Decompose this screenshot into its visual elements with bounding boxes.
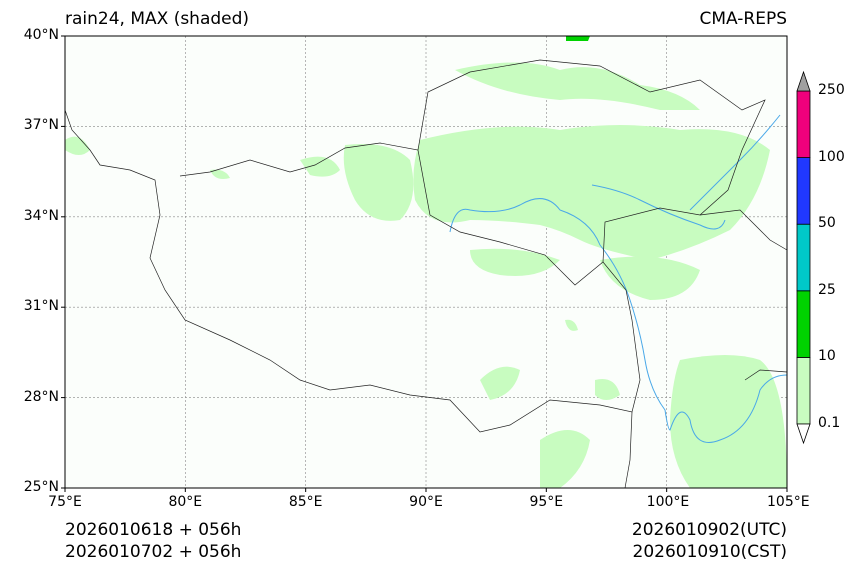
colorbar-level-label: 250 — [818, 82, 845, 98]
lon-tick-label: 105°E — [767, 494, 810, 510]
colorbar-level-label: 100 — [818, 148, 845, 165]
lon-tick-label: 100°E — [646, 494, 690, 510]
lon-tick-label: 95°E — [529, 494, 564, 510]
lat-tick-label: 34°N — [23, 207, 59, 224]
rivers — [449, 114, 788, 443]
heavy-rain-patch — [566, 36, 590, 41]
axis-ticks — [61, 35, 788, 492]
precip-shading — [65, 62, 787, 488]
lat-tick-label: 31°N — [23, 298, 59, 315]
lon-tick-label: 90°E — [409, 494, 443, 510]
colorbar-level-label: 25 — [818, 281, 836, 298]
lat-tick-label: 25°N — [23, 479, 59, 495]
colorbar-segment — [796, 290, 811, 358]
colorbar-level-label: 50 — [818, 215, 836, 232]
lon-tick-label: 85°E — [288, 494, 323, 510]
colorbar-segment — [796, 223, 811, 292]
lat-tick-label: 40°N — [23, 27, 59, 43]
colorbar-segment — [796, 356, 811, 425]
map-title: rain24, MAX (shaded) — [65, 9, 250, 29]
lon-tick-label: 80°E — [168, 494, 203, 510]
lat-tick-label: 37°N — [23, 117, 59, 134]
init-time-utc: 2026010618 + 056h — [65, 520, 242, 540]
valid-time-utc: 2026010902(UTC) — [631, 520, 787, 540]
province-borders — [64, 59, 788, 489]
model-name: CMA-REPS — [699, 9, 787, 29]
colorbar-level-label: 0.1 — [818, 415, 841, 431]
colorbar-segment — [796, 90, 811, 158]
valid-time-cst: 2026010910(CST) — [632, 542, 787, 562]
colorbar — [796, 70, 811, 445]
colorbar-over-triangle — [796, 70, 811, 92]
lat-tick-label: 28°N — [23, 388, 59, 405]
colorbar-level-label: 10 — [818, 348, 836, 365]
init-time-cst: 2026010702 + 056h — [65, 542, 242, 562]
colorbar-segment — [796, 157, 811, 225]
lon-tick-label: 75°E — [48, 494, 82, 510]
colorbar-under-triangle — [796, 423, 811, 445]
